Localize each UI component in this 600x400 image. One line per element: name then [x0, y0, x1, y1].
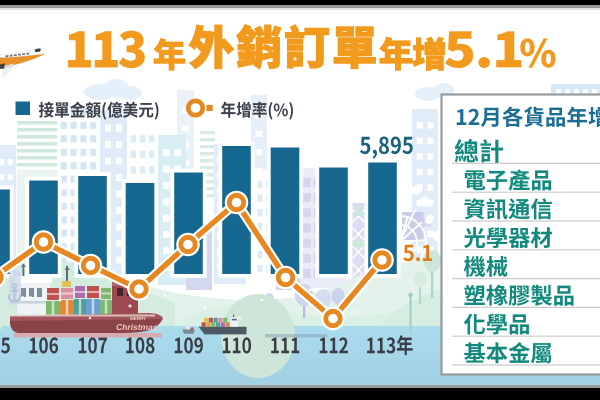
svg-text:Christmas: Christmas	[116, 322, 158, 332]
svg-text:MERRY: MERRY	[130, 316, 146, 321]
